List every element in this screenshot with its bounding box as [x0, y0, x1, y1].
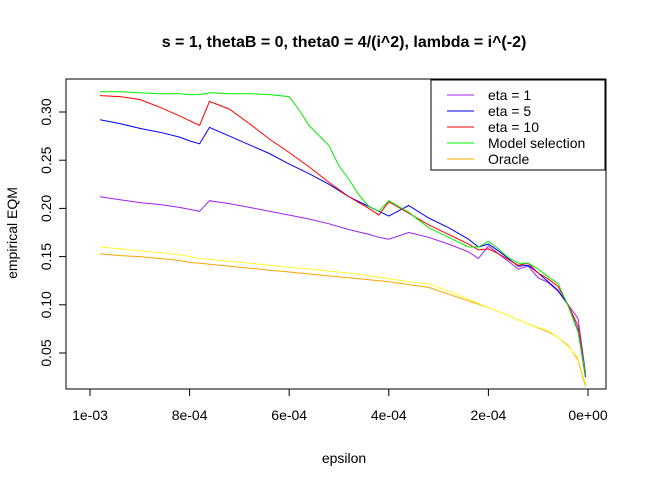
- y-tick-label: 0.05: [38, 339, 54, 366]
- y-axis-label: empirical EQM: [4, 187, 20, 279]
- x-axis: 1e-03 8e-04 6e-04 4e-04 2e-04 0e+00: [72, 388, 608, 423]
- series-line-0: [99, 196, 586, 373]
- series-line-3: [100, 91, 586, 375]
- x-tick-label: 8e-04: [172, 407, 208, 423]
- legend-label: Model selection: [488, 135, 585, 151]
- x-tick-label: 2e-04: [470, 407, 506, 423]
- legend-label: eta = 5: [488, 103, 531, 119]
- series-line-1: [99, 119, 586, 378]
- x-axis-label: epsilon: [322, 450, 366, 466]
- series-line-5: [99, 246, 586, 384]
- y-tick-label: 0.20: [38, 195, 54, 222]
- y-tick-label: 0.30: [38, 98, 54, 125]
- legend-label: eta = 10: [488, 119, 539, 135]
- y-tick-label: 0.15: [38, 243, 54, 270]
- series-layer: [99, 91, 586, 387]
- x-tick-label: 6e-04: [271, 407, 307, 423]
- x-tick-label: 4e-04: [371, 407, 407, 423]
- series-line-4: [99, 253, 586, 387]
- series-line-2: [99, 95, 586, 375]
- legend-label: eta = 1: [488, 87, 531, 103]
- legend-label: Oracle: [488, 151, 529, 167]
- y-tick-label: 0.25: [38, 146, 54, 173]
- x-tick-label: 1e-03: [72, 407, 108, 423]
- x-tick-label: 0e+00: [568, 407, 608, 423]
- chart-title: s = 1, thetaB = 0, theta0 = 4/(i^2), lam…: [162, 34, 527, 51]
- y-tick-label: 0.10: [38, 291, 54, 318]
- y-axis: 0.05 0.10 0.15 0.20 0.25 0.30: [38, 98, 67, 367]
